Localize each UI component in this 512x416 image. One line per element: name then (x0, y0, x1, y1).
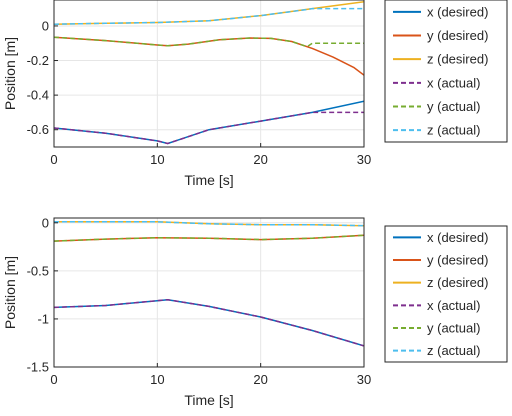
x-tick-label: 10 (150, 372, 164, 387)
legend-label: x (actual) (427, 298, 480, 313)
series-group (54, 221, 364, 347)
legend-item: x (desired) (393, 230, 488, 245)
legend-label: z (desired) (427, 275, 488, 290)
legend-item: z (desired) (393, 275, 488, 290)
legend-label: z (desired) (427, 52, 488, 67)
legend-label: x (actual) (427, 75, 480, 90)
axes-box (53, 0, 365, 148)
series-group (54, 0, 364, 145)
axes-box (53, 217, 365, 368)
series-line-y-actual (54, 36, 364, 48)
legend-item: y (desired) (393, 28, 488, 43)
series-line-y-actual (54, 234, 364, 242)
x-tick-label: 20 (253, 152, 267, 167)
x-axis-label: Time [s] (184, 392, 233, 408)
x-tick-label: 0 (50, 152, 57, 167)
legend-label: z (actual) (427, 343, 480, 358)
x-tick-label: 0 (50, 372, 57, 387)
x-tick-label: 30 (357, 372, 371, 387)
legend-item: y (desired) (393, 253, 488, 268)
legend-item: x (desired) (393, 4, 488, 19)
y-tick-label: -0.6 (27, 122, 49, 137)
legend-item: z (desired) (393, 52, 488, 67)
x-axis-label: Time [s] (184, 172, 233, 188)
legend-label: y (actual) (427, 321, 480, 336)
legend: x (desired) y (desired) z (desired) x (actu… (384, 225, 508, 363)
series-line-z-actual (54, 221, 364, 227)
y-tick-label: -0.4 (27, 88, 49, 103)
series-line-z-actual (54, 7, 364, 25)
plot-area (54, 218, 364, 367)
x-tick-label: 20 (253, 372, 267, 387)
legend-label: y (desired) (427, 28, 488, 43)
x-tick-label: 30 (357, 152, 371, 167)
y-tick-label: 0 (42, 18, 49, 33)
legend-box (384, 0, 508, 143)
legend-label: z (actual) (427, 123, 480, 138)
y-tick-label: -0.2 (27, 53, 49, 68)
y-tick-label: -0.5 (27, 263, 49, 278)
y-tick-label: -1 (37, 311, 49, 326)
legend-item: z (actual) (393, 343, 480, 358)
plot-area (54, 0, 364, 147)
legend-item: x (actual) (393, 75, 480, 90)
legend-label: y (desired) (427, 253, 488, 268)
y-axis-label: Position [m] (2, 37, 18, 110)
legend-item: x (actual) (393, 298, 480, 313)
series-line-x-desired (54, 100, 364, 145)
legend-item: y (actual) (393, 99, 480, 114)
legend-label: y (actual) (427, 99, 480, 114)
series-line-y-desired (54, 36, 364, 76)
y-axis-label: Position [m] (2, 256, 18, 329)
legend-item: z (actual) (393, 123, 480, 138)
x-tick-label: 10 (150, 152, 164, 167)
series-line-x-actual (54, 111, 364, 145)
legend: x (desired) y (desired) z (desired) x (actu… (384, 0, 508, 143)
legend-label: x (desired) (427, 230, 488, 245)
y-tick-label: -1.5 (27, 360, 49, 375)
chart-1: 0 10 20 30 -0.6 -0.4 -0.2 0 Time [s] Position [m]… (2, 0, 508, 188)
legend-label: x (desired) (427, 4, 488, 19)
legend-item: y (actual) (393, 321, 480, 336)
series-line-x-actual (54, 298, 364, 347)
y-tick-label: 0 (42, 215, 49, 230)
chart-2: 0 10 20 30 -1.5 -1 -0.5 0 Time [s] Position [m] x … (2, 215, 508, 408)
legend-box (384, 225, 508, 363)
